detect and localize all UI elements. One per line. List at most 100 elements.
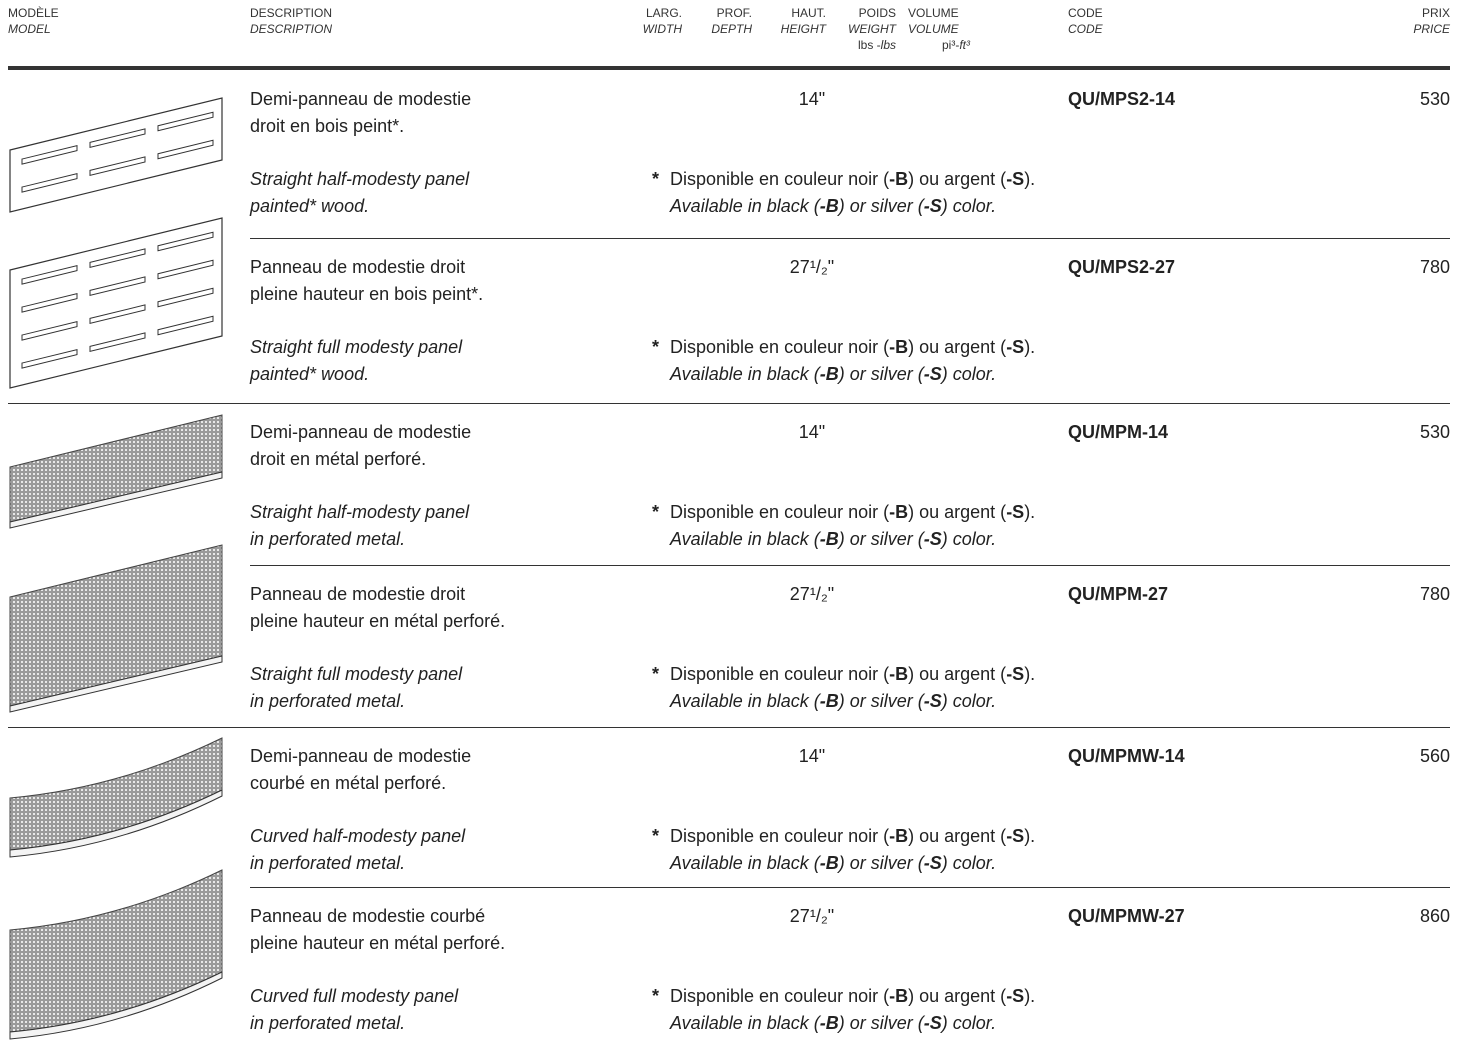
description-en: in perforated metal. xyxy=(250,1013,406,1033)
header-label-en: MODEL xyxy=(8,22,51,36)
note-text: ). xyxy=(1024,502,1036,522)
header-label-en: WEIGHT xyxy=(848,22,896,36)
unit-en: ft³ xyxy=(959,38,970,52)
note-en: Available in black (-B) or silver (-S) c… xyxy=(670,854,996,872)
note-text: ) or silver ( xyxy=(838,1013,924,1033)
description-en: Straight half-modesty panel xyxy=(250,502,470,522)
code: QU/MPMW-14 xyxy=(1068,746,1185,766)
color-code: -S xyxy=(923,364,942,384)
unit-fr: pi³- xyxy=(941,38,960,52)
header-label: VOLUME xyxy=(908,6,959,20)
color-code: -S xyxy=(1006,664,1025,684)
description-fr: pleine hauteur en métal perforé. xyxy=(250,933,506,953)
note-marker: * xyxy=(652,502,660,522)
slot xyxy=(89,332,146,353)
note-text: ) or silver ( xyxy=(838,529,924,549)
header-label: HAUT. xyxy=(791,6,826,20)
panel-base xyxy=(9,655,223,713)
description-fr: pleine hauteur en métal perforé. xyxy=(250,611,506,631)
note-text: Disponible en couleur noir ( xyxy=(670,169,890,189)
note-text: ) ou argent ( xyxy=(908,826,1007,846)
panel-base xyxy=(9,789,223,858)
header-label: PROF. xyxy=(716,6,752,20)
slot xyxy=(157,259,214,280)
note-text: Disponible en couleur noir ( xyxy=(670,986,890,1006)
note-text: ) or silver ( xyxy=(838,691,924,711)
note-marker: * xyxy=(652,337,660,357)
description-fr: droit en métal perforé. xyxy=(250,449,427,469)
header-label: LARG. xyxy=(645,6,682,20)
note-text: ). xyxy=(1024,826,1036,846)
code: QU/MPM-14 xyxy=(1068,422,1169,442)
header-label-en: DESCRIPTION xyxy=(250,22,333,36)
header-label-en: DEPTH xyxy=(711,22,752,36)
color-code: -S xyxy=(923,691,942,711)
header-label-en: WIDTH xyxy=(642,22,682,36)
slot xyxy=(89,304,146,325)
note-marker: * xyxy=(652,169,660,189)
note-text: Available in black ( xyxy=(670,364,820,384)
note-en: Available in black (-B) or silver (-S) c… xyxy=(670,692,996,710)
color-code: -B xyxy=(819,196,839,216)
note-text: ) color. xyxy=(941,853,997,873)
note-text: ). xyxy=(1024,337,1036,357)
note-text: Available in black ( xyxy=(670,196,820,216)
header-label-en: HEIGHT xyxy=(780,22,826,36)
header-rule xyxy=(8,66,1450,70)
note-fr: Disponible en couleur noir (-B) ou argen… xyxy=(670,503,1035,521)
panel xyxy=(9,414,223,523)
note-text: Disponible en couleur noir ( xyxy=(670,502,890,522)
color-code: -B xyxy=(819,364,839,384)
note-en: Available in black (-B) or silver (-S) c… xyxy=(670,197,996,215)
note-text: ) color. xyxy=(941,529,997,549)
color-code: -B xyxy=(819,529,839,549)
header-label: POIDS xyxy=(858,6,896,20)
slot xyxy=(21,172,78,193)
note-text: Disponible en couleur noir ( xyxy=(670,826,890,846)
note-fr: Disponible en couleur noir (-B) ou argen… xyxy=(670,827,1035,845)
color-code: -S xyxy=(1006,986,1025,1006)
slot xyxy=(21,144,78,165)
slot xyxy=(21,292,78,313)
note-text: ) color. xyxy=(941,1013,997,1033)
color-code: -B xyxy=(889,502,909,522)
price: 530 xyxy=(1419,89,1450,109)
slot xyxy=(157,111,214,132)
description-en: Curved half-modesty panel xyxy=(250,826,466,846)
note-fr: Disponible en couleur noir (-B) ou argen… xyxy=(670,170,1035,188)
color-code: -S xyxy=(1006,502,1025,522)
description-fr: Demi-panneau de modestie xyxy=(250,422,472,442)
slot xyxy=(157,139,214,160)
note-text: Available in black ( xyxy=(670,529,820,549)
note-fr: Disponible en couleur noir (-B) ou argen… xyxy=(670,338,1035,356)
description-en: Curved full modesty panel xyxy=(250,986,459,1006)
row-rule xyxy=(250,565,1450,566)
color-code: -S xyxy=(1006,826,1025,846)
header-label: MODÈLE xyxy=(8,6,59,20)
unit-en: lbs xyxy=(880,38,896,52)
note-text: ) ou argent ( xyxy=(908,986,1007,1006)
height: 14" xyxy=(798,746,826,766)
color-code: -B xyxy=(889,169,909,189)
note-en: Available in black (-B) or silver (-S) c… xyxy=(670,365,996,383)
description-fr: Panneau de modestie droit xyxy=(250,257,466,277)
note-text: ) or silver ( xyxy=(838,196,924,216)
description-en: in perforated metal. xyxy=(250,529,406,549)
color-code: -B xyxy=(889,664,909,684)
note-text: Available in black ( xyxy=(670,853,820,873)
description-en: painted* wood. xyxy=(250,364,370,384)
panel xyxy=(9,217,223,389)
height: 27¹/₂" xyxy=(789,906,835,926)
description-fr: droit en bois peint*. xyxy=(250,116,405,136)
note-text: ) or silver ( xyxy=(838,853,924,873)
note-text: Available in black ( xyxy=(670,691,820,711)
color-code: -S xyxy=(923,853,942,873)
note-text: ) color. xyxy=(941,364,997,384)
note-text: ) ou argent ( xyxy=(908,169,1007,189)
panel xyxy=(9,869,223,1033)
description-en: Straight full modesty panel xyxy=(250,337,463,357)
header-label-en: CODE xyxy=(1068,22,1103,36)
height: 27¹/₂" xyxy=(789,257,835,277)
